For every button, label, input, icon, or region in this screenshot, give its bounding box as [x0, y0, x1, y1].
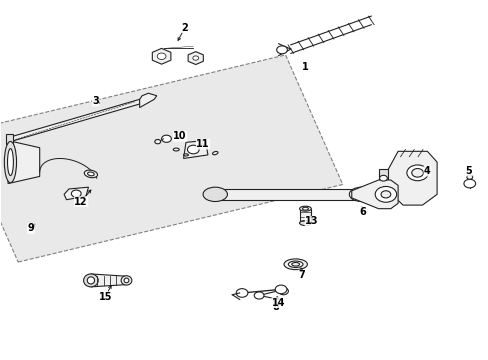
Text: 3: 3	[92, 96, 99, 106]
Circle shape	[278, 288, 288, 295]
Polygon shape	[152, 48, 170, 64]
Polygon shape	[91, 274, 125, 287]
Circle shape	[236, 289, 247, 297]
Polygon shape	[140, 93, 157, 108]
Ellipse shape	[4, 141, 17, 183]
Circle shape	[155, 139, 160, 144]
Circle shape	[466, 175, 472, 179]
Ellipse shape	[157, 53, 165, 59]
Text: 10: 10	[173, 131, 186, 141]
Circle shape	[379, 175, 386, 181]
Polygon shape	[8, 140, 40, 184]
Text: 8: 8	[272, 302, 279, 312]
Polygon shape	[378, 169, 387, 187]
Text: 15: 15	[99, 292, 112, 302]
Circle shape	[374, 186, 396, 202]
Ellipse shape	[288, 261, 303, 267]
Ellipse shape	[192, 56, 198, 60]
Ellipse shape	[302, 207, 308, 210]
Circle shape	[406, 165, 427, 181]
Ellipse shape	[284, 259, 307, 270]
Circle shape	[463, 179, 475, 188]
Polygon shape	[0, 55, 342, 262]
Ellipse shape	[84, 170, 97, 178]
Text: 6: 6	[358, 207, 365, 217]
Polygon shape	[299, 209, 311, 223]
Ellipse shape	[121, 276, 132, 285]
Ellipse shape	[203, 187, 227, 202]
Ellipse shape	[299, 206, 311, 211]
Text: 14: 14	[271, 298, 285, 308]
Polygon shape	[387, 151, 436, 205]
Polygon shape	[183, 140, 207, 158]
Text: 13: 13	[305, 216, 318, 226]
Text: 5: 5	[465, 166, 471, 176]
Ellipse shape	[348, 187, 373, 202]
Text: 2: 2	[181, 23, 188, 33]
Ellipse shape	[183, 154, 188, 156]
Circle shape	[71, 190, 81, 197]
Ellipse shape	[291, 262, 299, 266]
Polygon shape	[64, 187, 88, 200]
Circle shape	[254, 292, 264, 299]
Ellipse shape	[87, 277, 94, 284]
Polygon shape	[5, 134, 13, 144]
Text: 9: 9	[27, 224, 34, 233]
Ellipse shape	[276, 46, 287, 54]
Ellipse shape	[299, 221, 311, 226]
Circle shape	[187, 145, 199, 154]
Text: 11: 11	[196, 139, 209, 149]
Ellipse shape	[212, 152, 218, 155]
Text: 4: 4	[423, 166, 430, 176]
Ellipse shape	[87, 172, 94, 176]
Text: 7: 7	[298, 270, 305, 280]
Text: 1: 1	[302, 62, 308, 72]
Circle shape	[275, 285, 286, 294]
Polygon shape	[351, 180, 397, 209]
Circle shape	[411, 168, 423, 177]
Circle shape	[161, 135, 171, 142]
Circle shape	[380, 191, 390, 198]
Ellipse shape	[124, 278, 129, 283]
Polygon shape	[215, 189, 361, 200]
Polygon shape	[10, 99, 140, 141]
Ellipse shape	[173, 148, 179, 151]
Ellipse shape	[83, 274, 98, 287]
Ellipse shape	[7, 149, 13, 176]
Text: 12: 12	[74, 197, 88, 207]
Polygon shape	[188, 51, 203, 64]
